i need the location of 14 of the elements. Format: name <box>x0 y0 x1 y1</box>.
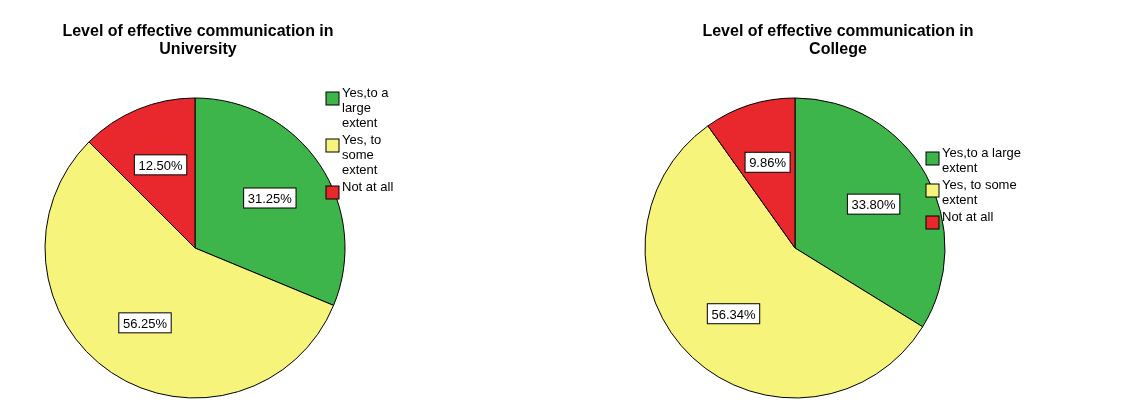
legend-label: Yes,to a large extent <box>942 145 1022 175</box>
chart-title: Level of effective communication in University <box>62 22 334 57</box>
legend-label: Not at all <box>342 179 394 194</box>
data-label: 33.80% <box>851 197 897 213</box>
legend-label: Not at all <box>942 209 994 224</box>
data-label: 56.25% <box>122 315 168 331</box>
data-label: 31.25% <box>247 191 293 206</box>
data-label: 12.50% <box>138 157 184 173</box>
legend-label: Yes,to a large extent <box>342 85 390 130</box>
legend-label: Yes, to some extent <box>942 177 1017 207</box>
data-label: 9.86% <box>749 155 787 171</box>
legend-label: Yes, to some extent <box>342 132 382 177</box>
chart-title: Level of effective communication in College <box>702 22 974 57</box>
data-label: 56.34% <box>711 306 756 322</box>
